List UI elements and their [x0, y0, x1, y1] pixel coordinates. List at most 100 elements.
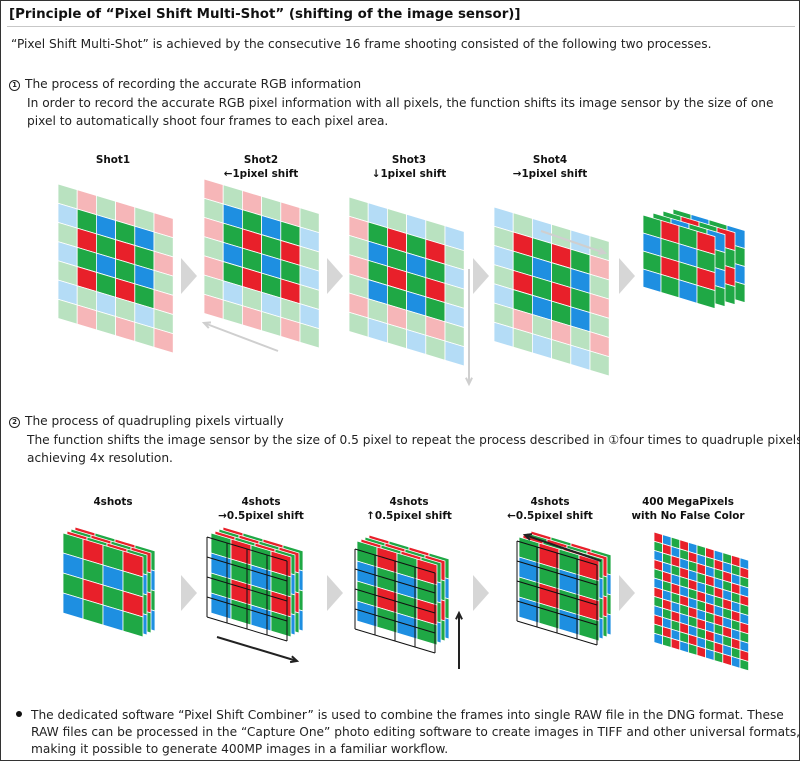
overlay-line — [206, 576, 288, 602]
arrow-head — [455, 610, 463, 620]
halfshift-stage1-grid — [62, 526, 156, 638]
note-line2: RAW files can be processed in the “Captu… — [31, 725, 800, 739]
shot3-title: Shot3 — [391, 154, 427, 166]
arrow-shaft — [524, 534, 602, 562]
halfshift-stage2-subtitle: →0.5pixel shift — [218, 510, 304, 522]
overlay-line — [206, 596, 288, 622]
shift-right-half-arrow-icon — [216, 636, 300, 664]
half-pixel-overlay-grid — [516, 540, 598, 646]
halfshift-stage4-title: 4shots — [530, 496, 570, 508]
arrow-shaft — [216, 636, 298, 662]
shot2-sensor-grid — [203, 178, 320, 349]
sensor-pixel — [153, 327, 174, 354]
overlay-line — [206, 536, 288, 562]
shot4-label: Shot4 →1pixel shift — [475, 153, 625, 181]
shot1-title: Shot1 — [95, 154, 131, 166]
bullet-dot — [16, 711, 22, 717]
note-line1: The dedicated software “Pixel Shift Comb… — [31, 708, 784, 722]
stage-arrow-icon — [619, 258, 635, 294]
shift-left-arrow-icon — [201, 321, 279, 352]
fine-pixel — [739, 658, 749, 672]
note-line3: making it possible to generate 400MP ima… — [31, 742, 449, 756]
stage-arrow-icon — [327, 258, 343, 294]
overlay-line — [516, 620, 598, 646]
sensor-pixel — [444, 340, 465, 367]
shift-down-arrow-icon — [465, 269, 473, 387]
stage-arrow-icon — [619, 575, 635, 611]
stage-arrow-icon — [327, 575, 343, 611]
arrow-head — [597, 247, 608, 255]
shift-up-half-arrow-icon — [455, 610, 463, 669]
overlay-line — [354, 568, 436, 594]
halfshift-stage4-label: 4shots ←0.5pixel shift — [475, 495, 625, 523]
halfshift-stage4-subtitle: ←0.5pixel shift — [507, 510, 593, 522]
section2-description-line2: achieving 4x resolution. — [27, 451, 173, 465]
section1-heading: 1 The process of recording the accurate R… — [9, 77, 361, 91]
stage-arrow-icon — [473, 258, 489, 294]
shot3-subtitle: ↓1pixel shift — [371, 168, 447, 180]
overlay-line — [354, 628, 436, 654]
shot3-sensor-grid — [348, 196, 465, 367]
arrow-shaft — [540, 230, 606, 254]
section2-description-line1: The function shifts the image sensor by … — [27, 433, 800, 447]
stacked-pixel — [122, 610, 144, 638]
shot1-sensor-grid — [57, 183, 174, 354]
shot3-label: Shot3 ↓1pixel shift — [334, 153, 484, 181]
arrow-head — [201, 321, 212, 329]
halfshift-stage2-grid — [206, 526, 304, 642]
overlay-line — [354, 588, 436, 614]
arrow-head — [522, 533, 533, 541]
title-divider — [7, 26, 795, 27]
sensor-pixel — [589, 350, 610, 377]
sensor-pixel — [299, 322, 320, 349]
halfshift-stage3-title: 4shots — [389, 496, 429, 508]
shot2-label: Shot2 ←1pixel shift — [186, 153, 336, 181]
halfshift-stage1-title: 4shots — [93, 496, 133, 508]
section1-description-line2: pixel to automatically shoot four frames… — [27, 114, 389, 128]
half-pixel-overlay-grid — [206, 536, 288, 642]
halfshift-stage2-label: 4shots →0.5pixel shift — [186, 495, 336, 523]
result-400mp-subtitle: with No False Color — [631, 510, 745, 522]
stage-arrow-icon — [181, 258, 197, 294]
overlay-line — [516, 580, 598, 606]
arrow-head — [465, 377, 473, 387]
section2-heading-text: The process of quadrupling pixels virtua… — [25, 414, 284, 428]
overlay-line — [516, 600, 598, 626]
page-title: [Principle of “Pixel Shift Multi-Shot” (… — [9, 7, 521, 22]
result-400mp-grid — [653, 531, 749, 672]
stacked-pixel — [416, 618, 438, 646]
intro-text: “Pixel Shift Multi-Shot” is achieved by … — [11, 37, 712, 51]
halfshift-stage1-label: 4shots — [38, 495, 188, 509]
overlay-line — [354, 548, 436, 574]
result-400mp-title: 400 MegaPixels — [642, 496, 734, 508]
shot2-title: Shot2 — [243, 154, 279, 166]
overlay-line — [516, 560, 598, 586]
shift-left-half-arrow-icon — [522, 533, 602, 562]
overlay-line — [354, 608, 436, 634]
half-pixel-overlay-grid — [354, 548, 436, 654]
section1-number-badge: 1 — [9, 80, 20, 91]
halfshift-stage3-subtitle: ↑0.5pixel shift — [366, 510, 452, 522]
halfshift-stage3-grid — [354, 534, 450, 654]
stage-arrow-icon — [181, 575, 197, 611]
arrow-shaft — [203, 322, 279, 352]
shot1-label: Shot1 — [38, 153, 188, 167]
overlay-line — [206, 556, 288, 582]
shot4-subtitle: →1pixel shift — [512, 168, 588, 180]
result-400mp-label: 400 MegaPixels with No False Color — [613, 495, 763, 523]
shot2-subtitle: ←1pixel shift — [223, 168, 299, 180]
overlay-line — [516, 540, 598, 566]
stacked-frames-result — [642, 208, 746, 310]
section1-heading-text: The process of recording the accurate RG… — [25, 77, 362, 91]
stacked-pixel — [696, 284, 716, 310]
halfshift-stage2-title: 4shots — [241, 496, 281, 508]
halfshift-stage4-grid — [516, 530, 612, 646]
halfshift-stage3-label: 4shots ↑0.5pixel shift — [334, 495, 484, 523]
shot4-title: Shot4 — [532, 154, 568, 166]
stage-arrow-icon — [473, 575, 489, 611]
shift-right-arrow-icon — [540, 230, 608, 255]
shot4-sensor-grid — [493, 206, 610, 377]
arrow-head — [289, 655, 300, 664]
